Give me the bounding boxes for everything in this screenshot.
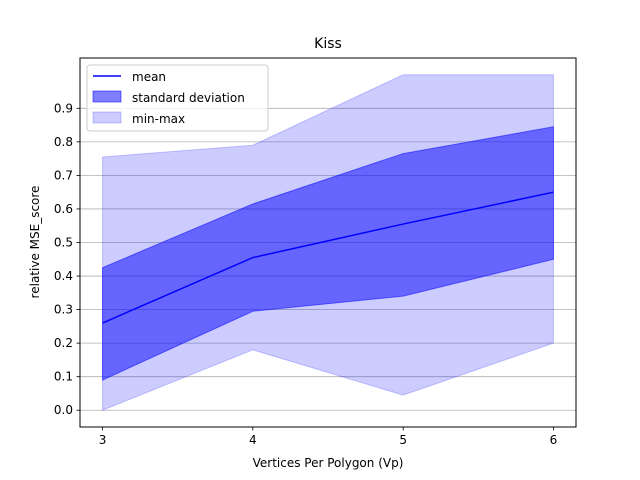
bands <box>102 74 554 411</box>
x-axis-label: Vertices Per Polygon (Vp) <box>253 456 404 470</box>
y-axis-label: relative MSE_score <box>28 186 42 299</box>
x-axis-ticks: 3 4 5 6 <box>99 427 558 447</box>
chart-title: Kiss <box>314 36 342 52</box>
legend-std-swatch <box>92 90 122 103</box>
x-tick-label: 4 <box>249 433 257 447</box>
y-tick-label: 0.1 <box>54 370 73 384</box>
y-axis-ticks: 0.0 0.1 0.2 0.3 0.4 0.5 0.6 0.7 0.8 0.9 <box>54 101 80 417</box>
lines <box>102 191 554 324</box>
y-tick-label: 0.4 <box>54 269 73 283</box>
y-tick-label: 0.8 <box>54 135 73 149</box>
x-tick-label: 6 <box>550 433 558 447</box>
legend-mean-label: mean <box>132 70 166 84</box>
y-tick-label: 0.0 <box>54 403 73 417</box>
legend-std-label: standard deviation <box>132 91 245 105</box>
legend-box <box>86 64 269 132</box>
x-tick-label: 5 <box>399 433 407 447</box>
y-tick-label: 0.6 <box>54 202 73 216</box>
x-tick-label: 3 <box>99 433 107 447</box>
std-band <box>102 126 554 381</box>
y-tick-label: 0.7 <box>54 168 73 182</box>
y-tick-label: 0.2 <box>54 336 73 350</box>
mean-line <box>102 191 554 324</box>
y-tick-label: 0.5 <box>54 236 73 250</box>
legend-minmax-swatch <box>92 111 122 124</box>
y-tick-label: 0.9 <box>54 101 73 115</box>
legend: mean standard deviation min-max <box>86 64 269 132</box>
legend-minmax-label: min-max <box>132 112 185 126</box>
y-tick-label: 0.3 <box>54 303 73 317</box>
